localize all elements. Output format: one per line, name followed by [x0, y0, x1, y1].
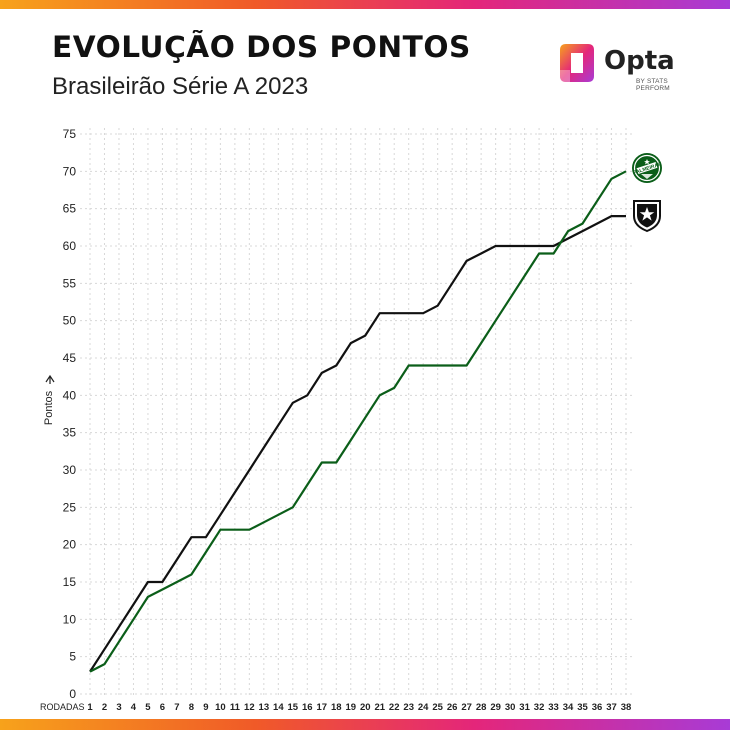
y-tick-label: 50 [63, 314, 77, 328]
x-tick-label: 28 [476, 702, 487, 713]
y-tick-label: 10 [63, 612, 77, 626]
x-tick-label: 13 [259, 702, 270, 713]
x-tick-label: 17 [316, 702, 327, 713]
x-axis-label: RODADAS [40, 702, 85, 712]
y-tick-label: 55 [63, 276, 77, 290]
x-tick-label: 25 [432, 702, 443, 713]
y-tick-label: 75 [63, 127, 77, 141]
y-tick-label: 25 [63, 500, 77, 514]
y-tick-label: 70 [63, 164, 77, 178]
x-tick-label: 22 [389, 702, 400, 713]
palmeiras-crest-icon: PALMEIRAS [632, 153, 663, 183]
y-tick-label: 0 [69, 687, 76, 701]
x-tick-label: 3 [116, 702, 121, 713]
opta-icon [560, 44, 594, 82]
x-tick-label: 32 [534, 702, 545, 713]
x-tick-label: 38 [621, 702, 632, 713]
botafogo-crest-icon [633, 200, 661, 233]
y-tick-label: 30 [63, 463, 77, 477]
x-tick-label: 27 [461, 702, 472, 713]
x-tick-label: 1 [87, 702, 93, 713]
y-axis-label: Pontos [43, 390, 55, 425]
x-tick-label: 5 [145, 702, 151, 713]
page-subtitle: Brasileirão Série A 2023 [52, 73, 309, 100]
x-tick-label: 26 [447, 702, 458, 713]
y-axis-arrow-icon [45, 374, 55, 384]
y-tick-label: 40 [63, 388, 77, 402]
y-axis-ticks: 0 5 10 15 20 25 30 35 40 45 50 55 60 65 70 75 [63, 127, 77, 701]
x-tick-label: 34 [563, 702, 574, 713]
x-tick-label: 36 [592, 702, 603, 713]
series-line-palmeiras [89, 170, 627, 673]
x-tick-label: 11 [230, 702, 241, 713]
x-tick-label: 33 [548, 702, 559, 713]
y-axis-label-group: Pontos [43, 374, 55, 425]
y-tick-label: 20 [63, 538, 77, 552]
x-tick-label: 18 [331, 702, 342, 713]
y-tick-label: 60 [63, 239, 77, 253]
x-tick-label: 35 [577, 702, 588, 713]
x-tick-label: 8 [189, 702, 194, 713]
opta-logo: Opta BY STATS PERFORM [558, 42, 698, 92]
x-tick-label: 19 [345, 702, 356, 713]
bottom-gradient-bar [0, 719, 730, 730]
x-tick-label: 16 [302, 702, 313, 713]
top-gradient-bar [0, 0, 730, 9]
page-title: EVOLUÇÃO DOS PONTOS [52, 30, 471, 64]
y-tick-label: 65 [63, 202, 77, 216]
x-tick-label: 15 [288, 702, 299, 713]
x-tick-label: 30 [505, 702, 516, 713]
series-line-botafogo [89, 215, 626, 673]
x-tick-label: 2 [102, 702, 107, 713]
x-tick-label: 37 [606, 702, 617, 713]
x-tick-label: 29 [490, 702, 501, 713]
x-tick-label: 24 [418, 702, 429, 713]
x-tick-label: 6 [160, 702, 165, 713]
x-tick-label: 20 [360, 702, 371, 713]
x-tick-label: 9 [203, 702, 208, 713]
x-tick-label: 4 [131, 702, 137, 713]
x-tick-label: 23 [403, 702, 414, 713]
x-tick-label: 12 [244, 702, 255, 713]
y-tick-label: 45 [63, 351, 77, 365]
brand-name: Opta [604, 46, 675, 76]
x-tick-label: 14 [273, 702, 284, 713]
brand-tagline: BY STATS PERFORM [636, 78, 670, 92]
x-tick-label: 21 [374, 702, 385, 713]
x-tick-label: 10 [215, 702, 226, 713]
grid [80, 128, 632, 698]
x-axis-ticks: 1 2 3 4 5 6 7 8 9 10 11 12 13 14 15 16 17 18 19 20 21 22 23 24 2… [87, 702, 631, 713]
x-tick-label: 7 [174, 702, 179, 713]
y-tick-label: 5 [69, 650, 76, 664]
x-tick-label: 31 [519, 702, 530, 713]
y-tick-label: 35 [63, 426, 77, 440]
y-tick-label: 15 [63, 575, 77, 589]
series-lines [89, 170, 627, 673]
